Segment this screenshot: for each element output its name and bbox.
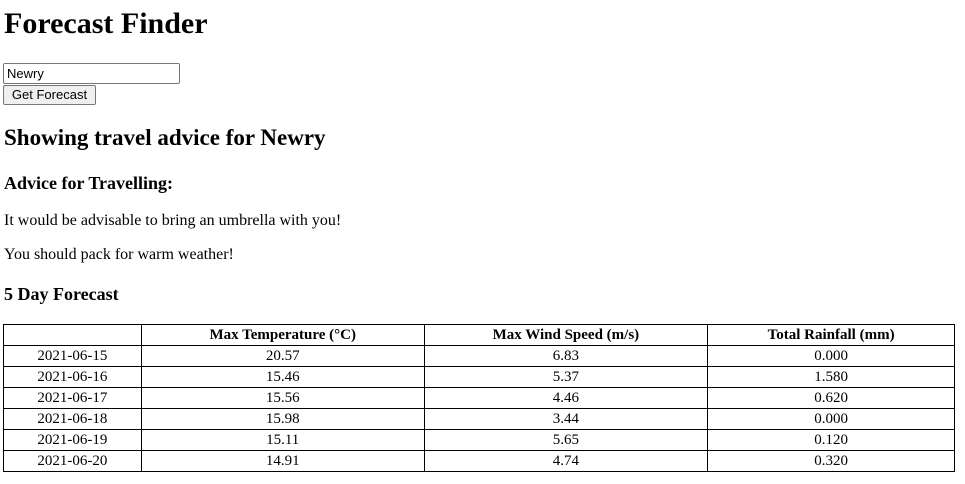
temperature-cell: 14.91: [140, 450, 425, 472]
rainfall-cell: 1.580: [707, 366, 955, 388]
date-cell: 2021-06-18: [3, 408, 142, 430]
date-cell: 2021-06-16: [3, 366, 142, 388]
forecast-heading: 5 Day Forecast: [4, 284, 119, 304]
rainfall-cell: 0.320: [707, 450, 955, 472]
table-row: 2021-06-20 14.91 4.74 0.320: [3, 450, 955, 472]
temperature-cell: 15.98: [140, 408, 425, 430]
results-heading: Showing travel advice for Newry: [4, 125, 326, 150]
advice-text: You should pack for warm weather!: [4, 246, 234, 263]
wind-speed-cell: 5.37: [423, 366, 709, 388]
forecast-table: Max Temperature (°C) Max Wind Speed (m/s…: [3, 324, 955, 472]
city-input[interactable]: [3, 63, 180, 84]
date-cell: 2021-06-17: [3, 387, 142, 409]
table-row: 2021-06-18 15.98 3.44 0.000: [3, 408, 955, 430]
date-cell: 2021-06-15: [3, 345, 142, 367]
date-cell: 2021-06-20: [3, 450, 142, 472]
date-cell: 2021-06-19: [3, 429, 142, 451]
rainfall-cell: 0.120: [707, 429, 955, 451]
temperature-cell: 15.56: [140, 387, 425, 409]
column-header-max-wind-speed: Max Wind Speed (m/s): [423, 324, 709, 346]
table-row: 2021-06-16 15.46 5.37 1.580: [3, 366, 955, 388]
column-header-total-rainfall: Total Rainfall (mm): [707, 324, 955, 346]
table-row: 2021-06-17 15.56 4.46 0.620: [3, 387, 955, 409]
wind-speed-cell: 3.44: [423, 408, 709, 430]
advice-heading: Advice for Travelling:: [4, 173, 173, 193]
page-title: Forecast Finder: [4, 7, 208, 40]
table-row: 2021-06-15 20.57 6.83 0.000: [3, 345, 955, 367]
wind-speed-cell: 6.83: [423, 345, 709, 367]
wind-speed-cell: 4.46: [423, 387, 709, 409]
rainfall-cell: 0.000: [707, 345, 955, 367]
wind-speed-cell: 5.65: [423, 429, 709, 451]
rainfall-cell: 0.620: [707, 387, 955, 409]
get-forecast-button[interactable]: Get Forecast: [3, 85, 96, 105]
column-header-date: [3, 324, 142, 346]
table-row: 2021-06-19 15.11 5.65 0.120: [3, 429, 955, 451]
column-header-max-temperature: Max Temperature (°C): [140, 324, 425, 346]
wind-speed-cell: 4.74: [423, 450, 709, 472]
temperature-cell: 20.57: [140, 345, 425, 367]
temperature-cell: 15.46: [140, 366, 425, 388]
rainfall-cell: 0.000: [707, 408, 955, 430]
advice-text: It would be advisable to bring an umbrel…: [4, 212, 342, 229]
table-header-row: Max Temperature (°C) Max Wind Speed (m/s…: [3, 324, 955, 346]
temperature-cell: 15.11: [140, 429, 425, 451]
